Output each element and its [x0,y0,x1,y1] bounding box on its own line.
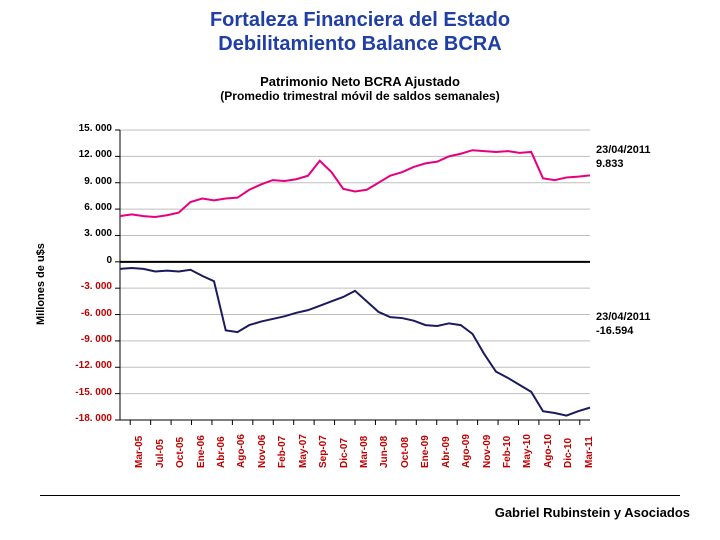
chart-annotation: 23/04/20119.833 [596,144,650,170]
chart-annotation: 23/04/2011-16.594 [596,311,650,337]
slide: Fortaleza Financiera del Estado Debilita… [0,0,720,540]
footer-text: Gabriel Rubinstein y Asociados [495,505,690,520]
chart-plot [0,0,720,540]
footer-divider [40,495,680,496]
series-top [120,150,590,217]
